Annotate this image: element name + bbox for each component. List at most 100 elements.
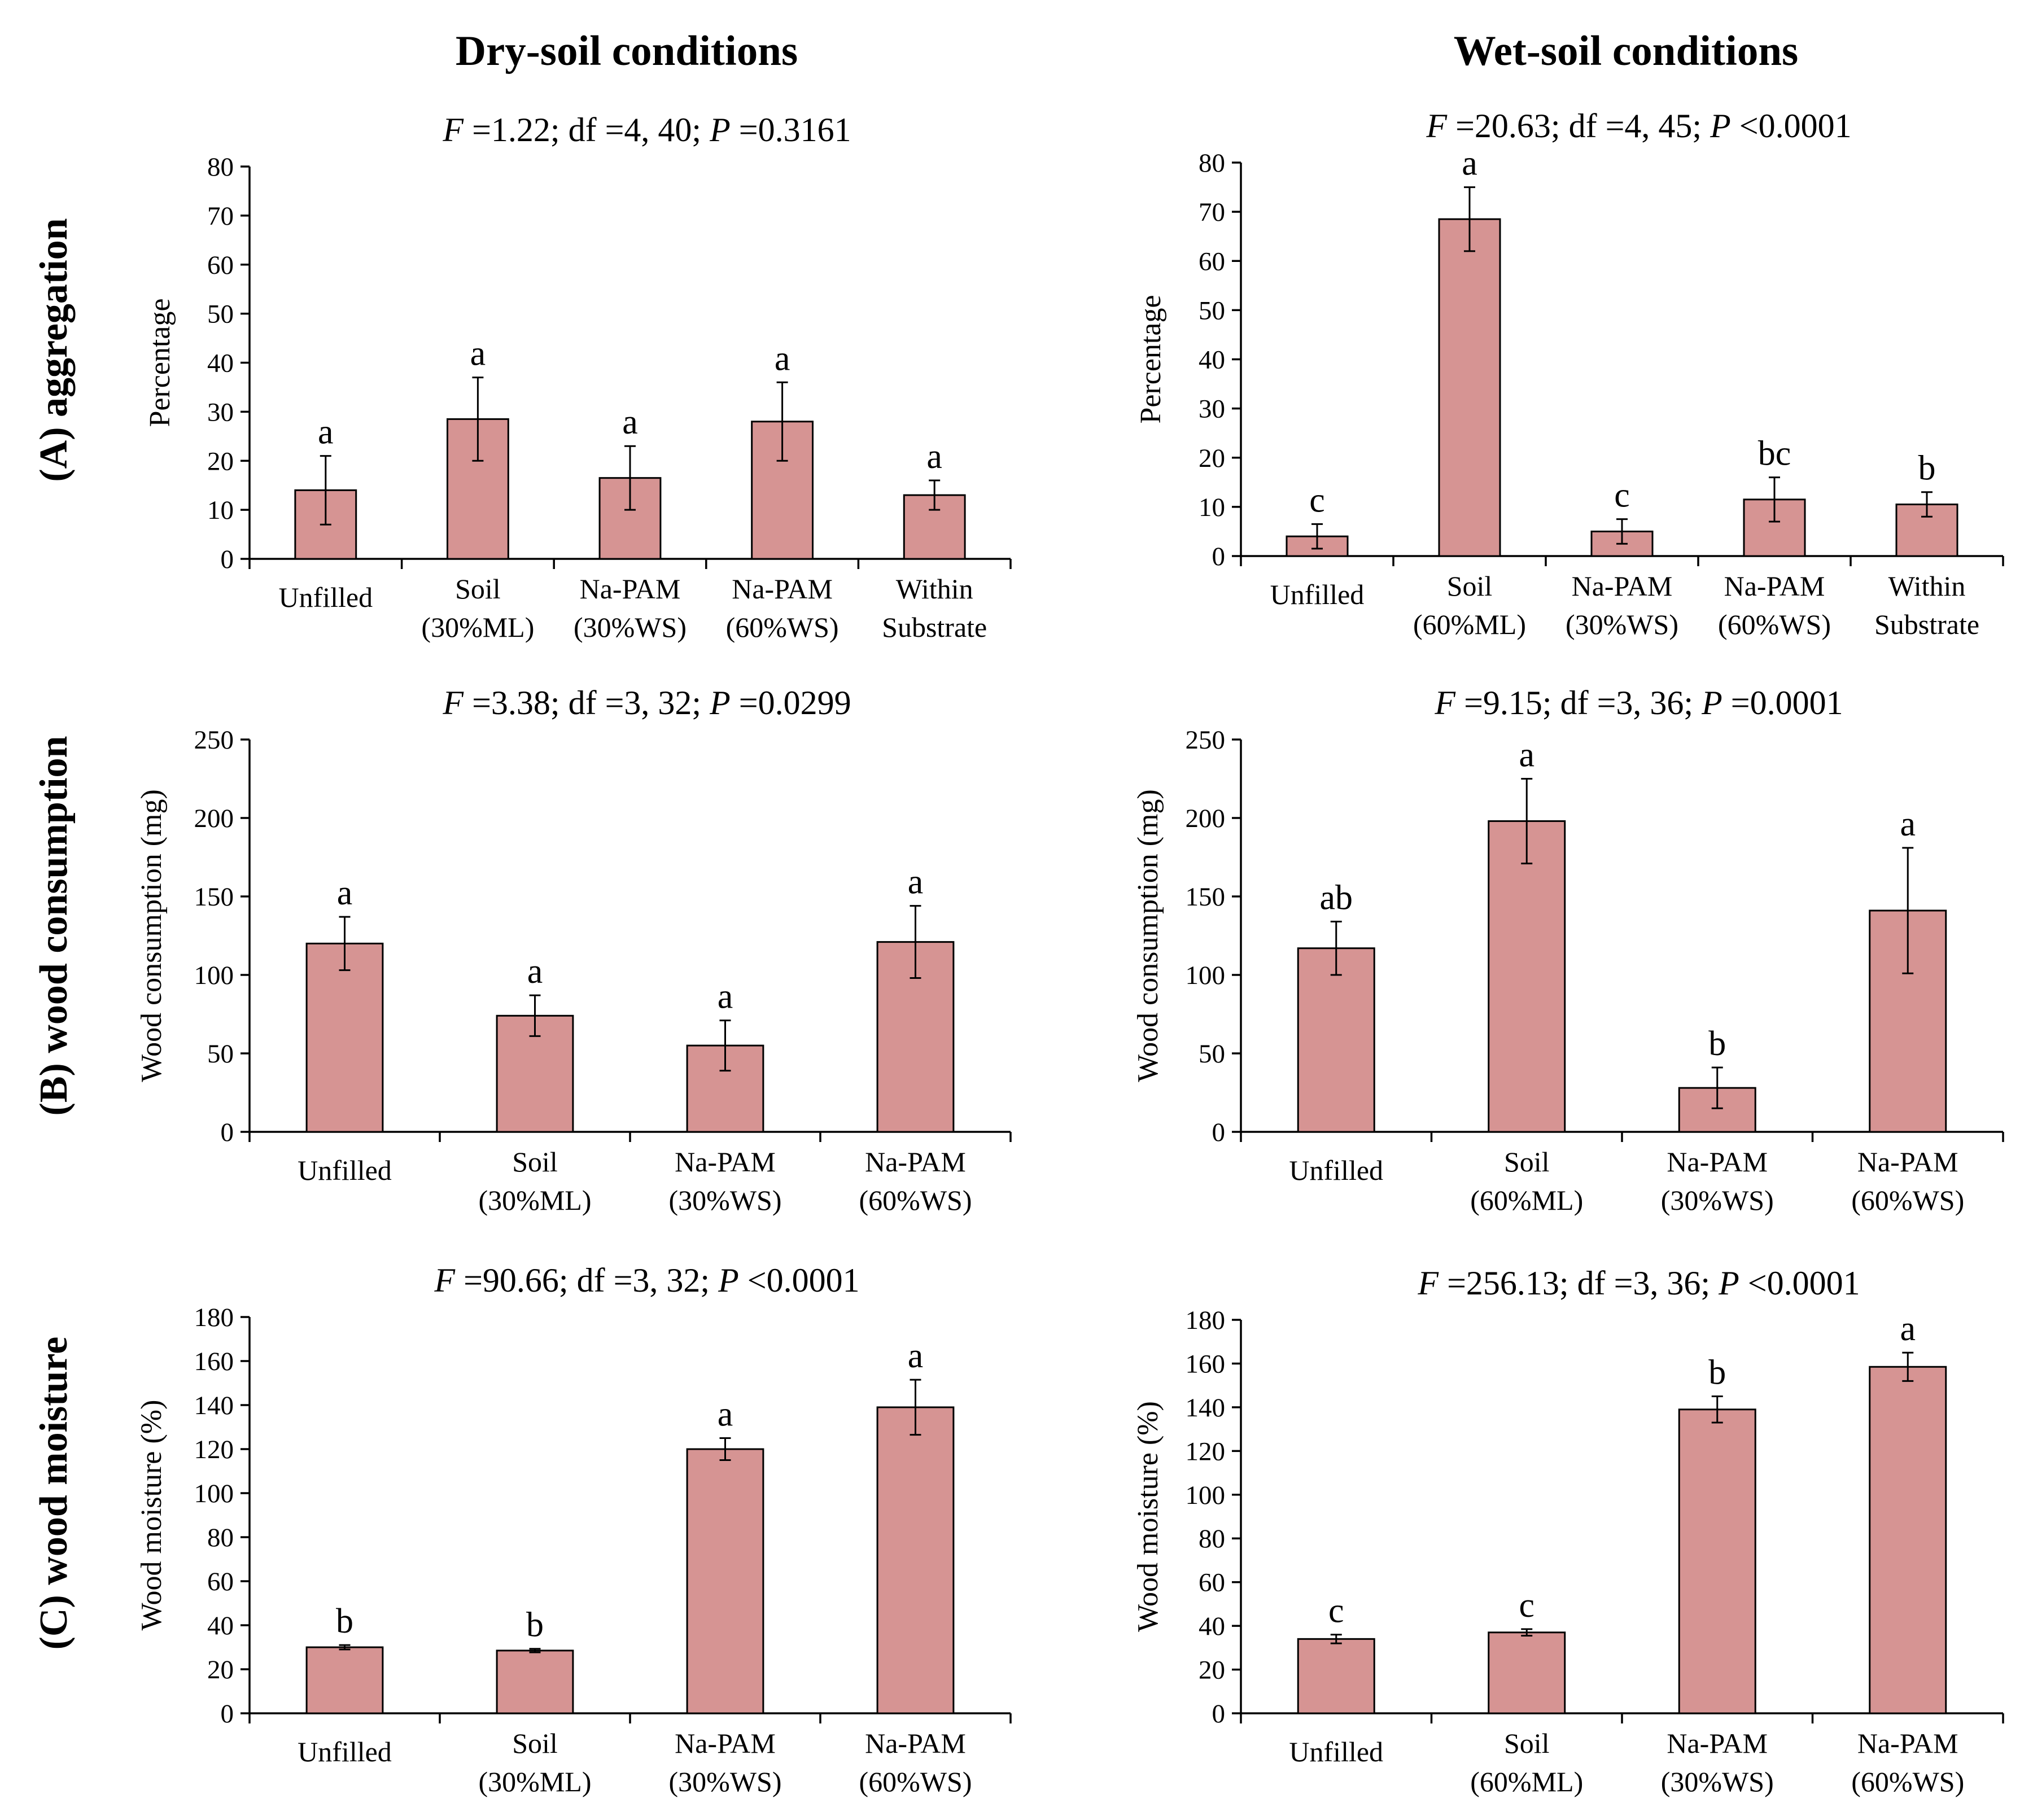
y-tick-label: 40	[1199, 345, 1225, 375]
y-tick-label: 100	[1186, 961, 1226, 990]
panel-B-wet: 0 50 100 150 200 250 Wood consumption (mg) F =9…	[1132, 684, 2004, 1216]
x-category-label: (30%WS)	[1566, 609, 1678, 640]
significance-letter: b	[336, 1602, 353, 1640]
y-tick-label: 0	[1212, 1118, 1226, 1147]
y-tick-label: 50	[207, 300, 234, 329]
x-category-label: (60%WS)	[859, 1766, 972, 1797]
y-tick-label: 10	[1199, 493, 1225, 522]
y-tick-label: 160	[194, 1347, 234, 1376]
x-category-label: (30%WS)	[669, 1184, 782, 1216]
x-category-label: Within	[896, 573, 973, 605]
row-title-wood-moisture: (C) wood moisture	[32, 1337, 76, 1650]
column-title-wet: Wet-soil conditions	[1454, 28, 1798, 75]
row-title-wood-consumption: (B) wood consumption	[32, 736, 76, 1116]
y-tick-label: 80	[207, 152, 234, 182]
stat-annotation: F =20.63; df =4, 45; P <0.0001	[1426, 107, 1851, 145]
bar	[1297, 947, 1375, 1133]
significance-letter: a	[318, 413, 334, 452]
x-category-label: (60%WS)	[1851, 1184, 1964, 1216]
y-tick-label: 60	[1199, 247, 1225, 276]
significance-letter: b	[1708, 1025, 1726, 1063]
x-category-label: Unfilled	[1289, 1154, 1383, 1186]
x-category-label: Na-PAM	[1857, 1727, 1958, 1759]
y-tick-label: 60	[207, 251, 234, 280]
significance-letter: bc	[1758, 435, 1791, 473]
x-category-label: Soil	[1504, 1727, 1550, 1759]
y-tick-label: 80	[1199, 148, 1225, 178]
y-tick-label: 50	[1199, 296, 1225, 325]
panel-A-dry: 0 10 20 30 40 50 60 70 80 Percentage F =1.22; df =…	[144, 111, 1012, 643]
significance-letter: a	[622, 403, 638, 441]
bar	[1678, 1087, 1756, 1133]
x-category-label: Na-PAM	[1857, 1146, 1958, 1178]
x-category-label: (30%WS)	[1661, 1184, 1774, 1216]
significance-letter: a	[1462, 145, 1477, 183]
significance-letter: a	[1900, 805, 1916, 843]
significance-letter: a	[908, 1337, 924, 1375]
y-tick-label: 180	[1186, 1306, 1226, 1335]
x-category-label: (60%ML)	[1413, 609, 1526, 640]
y-tick-label: 40	[207, 1611, 234, 1640]
y-tick-label: 70	[1199, 198, 1225, 227]
y-tick-label: 80	[1199, 1524, 1225, 1554]
y-axis-label: Wood moisture (%)	[135, 1400, 168, 1631]
y-tick-label: 120	[1186, 1437, 1226, 1466]
y-tick-label: 70	[207, 202, 234, 231]
y-tick-label: 20	[1199, 444, 1225, 473]
bar	[1488, 1631, 1566, 1714]
x-category-label: (30%WS)	[669, 1766, 782, 1797]
y-tick-label: 140	[1186, 1393, 1226, 1423]
column-title-dry: Dry-soil conditions	[456, 28, 798, 75]
y-tick-label: 150	[194, 882, 234, 912]
x-category-label: Na-PAM	[1572, 570, 1673, 602]
x-category-label: Unfilled	[278, 581, 373, 613]
stat-annotation: F =9.15; df =3, 36; P =0.0001	[1434, 684, 1843, 721]
x-category-label: Substrate	[1874, 609, 1979, 640]
x-category-label: (30%ML)	[479, 1766, 592, 1797]
y-tick-label: 160	[1186, 1349, 1226, 1379]
x-category-label: (60%WS)	[1718, 609, 1831, 640]
y-tick-label: 30	[1199, 395, 1225, 424]
significance-letter: c	[1614, 476, 1630, 515]
y-tick-label: 180	[194, 1303, 234, 1332]
y-tick-label: 40	[207, 349, 234, 378]
x-category-label: Unfilled	[298, 1736, 392, 1768]
y-axis-label: Percentage	[144, 298, 176, 427]
bar	[686, 1448, 764, 1714]
significance-letter: a	[926, 438, 942, 476]
x-category-label: Unfilled	[1270, 579, 1365, 610]
x-category-label: (30%WS)	[1661, 1766, 1774, 1797]
y-tick-label: 100	[194, 961, 234, 990]
x-category-label: Soil	[512, 1146, 558, 1178]
panel-C-dry: 0 20 40 60 80 100 120 140 160 180 Wood moisture (%…	[135, 1262, 1012, 1797]
x-category-label: Na-PAM	[1667, 1146, 1768, 1178]
x-category-label: Na-PAM	[580, 573, 681, 605]
y-tick-label: 60	[1199, 1568, 1225, 1598]
x-category-label: (60%WS)	[859, 1184, 972, 1216]
bar	[1678, 1408, 1756, 1714]
x-category-label: Substrate	[882, 611, 987, 643]
y-tick-label: 20	[207, 447, 234, 476]
y-tick-label: 140	[194, 1391, 234, 1420]
stat-annotation: F =90.66; df =3, 32; P <0.0001	[434, 1262, 859, 1299]
x-category-label: Na-PAM	[675, 1146, 776, 1178]
significance-letter: b	[526, 1606, 544, 1644]
y-tick-label: 50	[207, 1039, 234, 1069]
y-tick-label: 150	[1186, 882, 1226, 912]
y-tick-label: 80	[207, 1523, 234, 1552]
x-category-label: (60%WS)	[726, 611, 839, 643]
significance-letter: a	[908, 863, 924, 902]
significance-letter: a	[527, 952, 543, 991]
bar	[1438, 218, 1501, 557]
x-category-label: Unfilled	[298, 1154, 392, 1186]
significance-letter: a	[775, 339, 790, 378]
x-category-label: Na-PAM	[865, 1727, 966, 1759]
significance-letter: a	[337, 874, 353, 912]
bar	[1869, 1366, 1947, 1714]
x-category-label: (30%ML)	[479, 1184, 592, 1216]
x-category-label: Within	[1888, 570, 1966, 602]
significance-letter: ab	[1319, 878, 1353, 917]
stat-annotation: F =256.13; df =3, 36; P <0.0001	[1417, 1265, 1860, 1302]
y-tick-label: 120	[194, 1435, 234, 1464]
